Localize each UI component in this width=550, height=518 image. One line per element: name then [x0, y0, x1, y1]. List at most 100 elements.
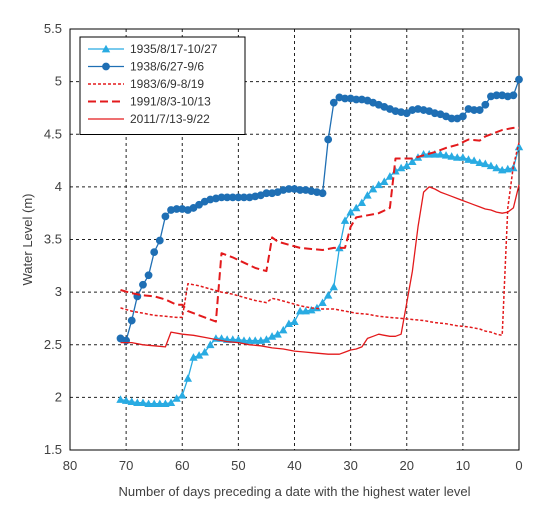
data-point-series-1	[200, 347, 209, 356]
y-tick-label: 3	[55, 284, 62, 299]
data-point-series-2	[318, 189, 327, 198]
data-point-series-1	[469, 156, 479, 164]
data-point-series-1	[194, 351, 204, 359]
x-tick-label: 40	[287, 458, 301, 473]
data-point-series-1	[380, 177, 389, 185]
y-tick-label: 5.5	[44, 21, 62, 36]
data-point-series-2	[144, 271, 153, 280]
data-point-series-1	[340, 216, 350, 224]
data-point-series-1	[245, 336, 254, 344]
data-point-series-1	[155, 399, 164, 408]
data-point-series-1	[172, 394, 181, 402]
data-point-series-1	[178, 391, 187, 399]
data-point-series-1	[363, 191, 372, 199]
x-tick-label: 70	[119, 458, 133, 473]
data-point-series-1	[312, 303, 322, 312]
legend-label-2: 1938/6/27-9/6	[130, 60, 204, 74]
y-tick-label: 4.5	[44, 126, 62, 141]
x-tick-label: 10	[456, 458, 470, 473]
data-point-series-1	[290, 317, 299, 325]
data-point-series-1	[116, 395, 125, 403]
data-point-series-1	[318, 298, 327, 307]
series-4	[120, 126, 519, 323]
series-line-5	[120, 184, 520, 355]
data-point-series-1	[402, 161, 411, 170]
legend-swatch-marker-1	[101, 44, 111, 53]
data-point-series-1	[138, 398, 148, 406]
y-tick-labels: 1.5 2 2.5 3 3.5 4 4.5 5 5.5	[44, 21, 62, 457]
legend-swatch-marker-2	[102, 62, 110, 71]
legend-label-5: 2011/7/13-9/22	[130, 112, 210, 126]
x-tick-label: 30	[343, 458, 357, 473]
legend-label-3: 1983/6/9-8/19	[130, 77, 204, 91]
data-point-series-1	[374, 180, 383, 189]
series-5	[120, 184, 520, 355]
x-tick-label: 0	[515, 458, 522, 473]
data-point-series-1	[295, 306, 305, 315]
y-tick-label: 2	[55, 389, 62, 404]
data-point-series-1	[121, 396, 131, 404]
data-point-series-1	[262, 335, 271, 343]
data-point-series-1	[273, 330, 282, 338]
data-point-series-1	[447, 152, 456, 160]
data-point-series-2	[324, 135, 333, 144]
data-point-series-2	[329, 98, 338, 107]
x-tick-label: 60	[175, 458, 189, 473]
data-point-series-2	[475, 106, 484, 114]
data-point-series-1	[189, 353, 198, 361]
y-tick-label: 4	[55, 179, 62, 194]
data-point-series-2	[139, 280, 147, 289]
data-point-series-2	[155, 236, 164, 245]
x-tick-label: 50	[231, 458, 245, 473]
data-point-series-2	[515, 75, 523, 84]
data-point-series-1	[279, 325, 288, 334]
data-point-series-1	[323, 291, 333, 299]
data-point-series-1	[436, 150, 445, 158]
data-point-series-1	[127, 397, 136, 405]
data-point-series-1	[284, 319, 294, 328]
x-tick-label: 80	[63, 458, 77, 473]
data-point-series-2	[150, 248, 159, 257]
y-tick-label: 5	[55, 74, 62, 89]
y-tick-label: 2.5	[44, 337, 62, 352]
data-point-series-1	[307, 305, 316, 314]
data-point-series-1	[251, 336, 260, 344]
data-point-series-1	[352, 203, 361, 212]
data-point-series-2	[481, 100, 490, 109]
series-3	[120, 142, 520, 337]
data-point-series-1	[234, 335, 243, 343]
data-point-series-2	[458, 112, 467, 121]
legend-label-1: 1935/8/17-10/27	[130, 42, 218, 56]
series-layer	[116, 75, 524, 408]
data-point-series-1	[335, 243, 344, 252]
data-point-series-1	[408, 157, 417, 165]
data-point-series-1	[441, 151, 451, 159]
series-line-3	[120, 142, 520, 337]
x-axis-title: Number of days preceding a date with the…	[119, 484, 471, 499]
data-point-series-1	[267, 332, 277, 340]
data-point-series-1	[396, 163, 406, 172]
data-point-series-1	[453, 153, 462, 161]
x-tick-labels: 80 70 60 50 40 30 20 10 0	[63, 458, 523, 473]
legend-box	[79, 36, 246, 135]
data-point-series-1	[166, 398, 176, 406]
data-point-series-2	[127, 316, 136, 325]
legend: 1935/8/17-10/27 1938/6/27-9/6 1983/6/9-8/1…	[79, 36, 246, 135]
y-tick-label: 3.5	[44, 232, 62, 247]
series-1	[116, 142, 524, 408]
data-point-series-2	[509, 91, 518, 100]
data-point-series-1	[481, 159, 490, 168]
data-point-series-1	[206, 340, 215, 349]
data-point-series-1	[239, 336, 249, 344]
data-point-series-1	[475, 158, 484, 167]
data-point-series-1	[464, 155, 473, 163]
legend-label-4: 1991/8/3-10/13	[130, 95, 211, 109]
data-point-series-1	[329, 282, 338, 291]
plot-area-frame	[69, 28, 520, 451]
data-point-series-1	[357, 198, 367, 207]
y-tick-label: 1.5	[44, 442, 62, 457]
data-point-series-1	[492, 163, 501, 172]
y-axis-title: Water Level (m)	[20, 194, 35, 286]
data-point-series-1	[486, 161, 496, 170]
